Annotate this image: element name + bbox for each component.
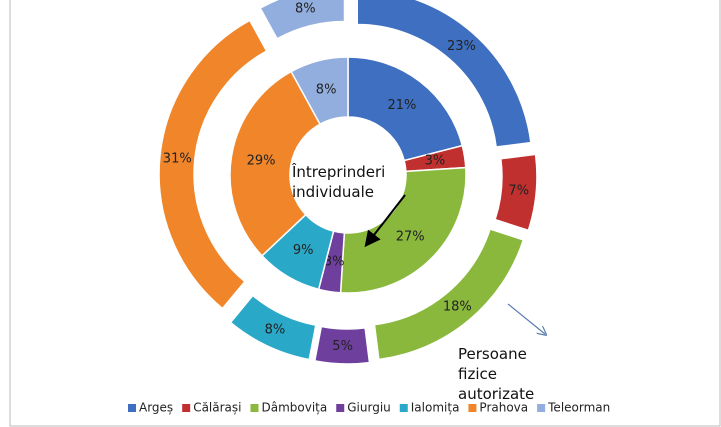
legend-swatch bbox=[182, 404, 191, 412]
legend-swatch bbox=[399, 404, 408, 412]
segment bbox=[158, 19, 268, 310]
legend-swatch bbox=[128, 404, 136, 412]
data-label: 3% bbox=[324, 254, 345, 269]
data-label: 8% bbox=[295, 1, 316, 16]
legend-label: Prahova bbox=[479, 401, 528, 415]
data-label: 29% bbox=[247, 154, 276, 169]
segment bbox=[373, 228, 525, 361]
chart-border bbox=[9, 0, 721, 427]
annotation-arrow bbox=[507, 303, 545, 334]
legend-label: Giurgiu bbox=[347, 401, 391, 415]
legend-swatch bbox=[250, 404, 259, 412]
annotation: Persoane fizice autorizate bbox=[458, 345, 535, 403]
data-label: 9% bbox=[293, 243, 314, 258]
data-label: 27% bbox=[396, 230, 425, 245]
segment bbox=[229, 70, 322, 257]
data-label: 8% bbox=[265, 323, 286, 338]
data-label: 7% bbox=[508, 184, 529, 199]
legend-label: Dâmbovița bbox=[261, 401, 327, 415]
legend-label: Ialomița bbox=[411, 401, 460, 415]
legend-swatch bbox=[537, 404, 546, 412]
segment bbox=[259, 0, 346, 40]
data-label: 23% bbox=[447, 39, 476, 54]
legend: Argeș Călărași Dâmbovița Giurgiu Ialomița Pra… bbox=[128, 401, 610, 415]
legend-swatch bbox=[336, 404, 345, 412]
data-label: 3% bbox=[425, 154, 446, 169]
data-label: 21% bbox=[387, 98, 416, 113]
segment bbox=[290, 56, 349, 126]
segment bbox=[494, 153, 538, 232]
data-label: 31% bbox=[163, 151, 192, 166]
segment bbox=[229, 294, 317, 361]
segment bbox=[313, 325, 371, 365]
segment bbox=[356, 0, 532, 148]
annotation: Întreprinderi individuale bbox=[292, 163, 386, 201]
segment bbox=[347, 56, 464, 162]
annotation-arrow bbox=[364, 194, 406, 248]
data-label: 8% bbox=[316, 82, 337, 97]
legend-label: Argeș bbox=[139, 401, 173, 415]
legend-label: Călărași bbox=[193, 401, 241, 415]
data-label: 5% bbox=[332, 339, 353, 354]
legend-swatch bbox=[468, 404, 477, 412]
data-label: 18% bbox=[443, 300, 472, 315]
rings: 21% 3% 27% 3% 9% 29% 8% 23% 7% 18% 5% 8% 31% 8% bbox=[158, 0, 538, 365]
legend-label: Teleorman bbox=[547, 401, 610, 415]
